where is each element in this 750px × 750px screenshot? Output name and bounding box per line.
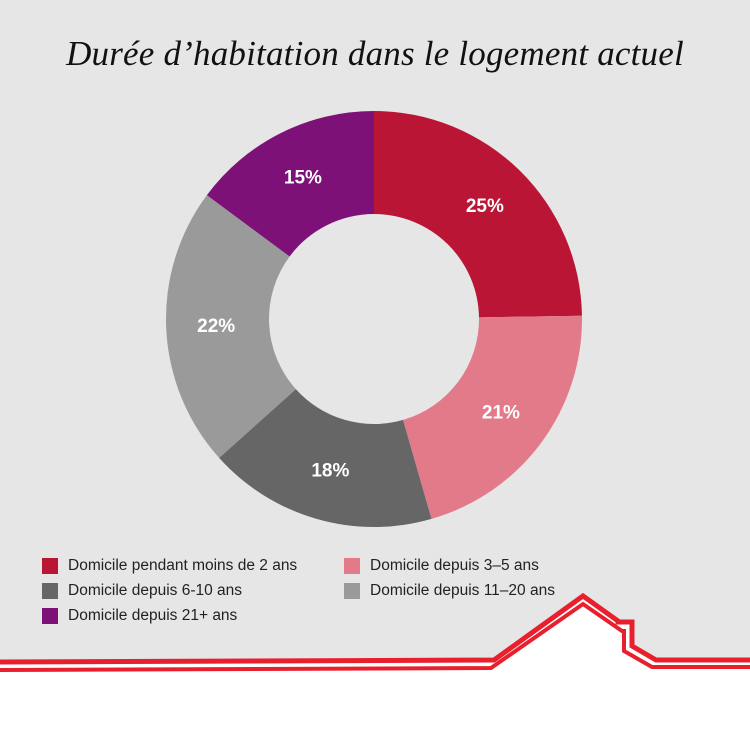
chart-title: Durée d’habitation dans le logement actu…: [66, 34, 684, 73]
donut-data-labels: 25% 21% 18% 22% 15%: [197, 167, 520, 481]
donut-slice-1: [374, 111, 582, 318]
chart-legend: Domicile pendant moins de 2 ans Domicile…: [42, 556, 555, 626]
legend-swatch: [344, 583, 360, 599]
donut-slice-5: [206, 111, 374, 257]
legend-label: Domicile pendant moins de 2 ans: [68, 557, 298, 574]
legend-label: Domicile depuis 21+ ans: [68, 607, 238, 624]
legend-swatch: [42, 558, 58, 574]
legend-item-under-2-years: Domicile pendant moins de 2 ans: [42, 556, 297, 576]
legend-label: Domicile depuis 3–5 ans: [370, 557, 539, 574]
donut-slice-2: [403, 315, 582, 519]
roof-outline-outer: [0, 592, 750, 665]
slice-value-label: 18%: [311, 460, 349, 481]
slice-value-label: 21%: [482, 403, 520, 424]
legend-swatch: [42, 583, 58, 599]
chart-background: [0, 0, 750, 660]
legend-label: Domicile depuis 11–20 ans: [370, 582, 555, 599]
roof-fill: [0, 596, 750, 750]
donut-slice-3: [219, 389, 432, 527]
donut-slice-4: [166, 195, 296, 458]
slice-value-label: 15%: [284, 167, 322, 188]
legend-item-3-5-years: Domicile depuis 3–5 ans: [344, 556, 539, 576]
slice-value-label: 22%: [197, 316, 235, 337]
legend-item-21-plus-years: Domicile depuis 21+ ans: [42, 606, 237, 626]
legend-swatch: [344, 558, 360, 574]
donut-slices: [166, 111, 582, 527]
legend-label: Domicile depuis 6-10 ans: [68, 582, 243, 599]
legend-item-11-20-years: Domicile depuis 11–20 ans: [344, 581, 555, 601]
legend-swatch: [42, 608, 58, 624]
legend-item-6-10-years: Domicile depuis 6-10 ans: [42, 581, 242, 601]
slice-value-label: 25%: [466, 196, 504, 217]
roof-outline-inner: [0, 601, 750, 672]
